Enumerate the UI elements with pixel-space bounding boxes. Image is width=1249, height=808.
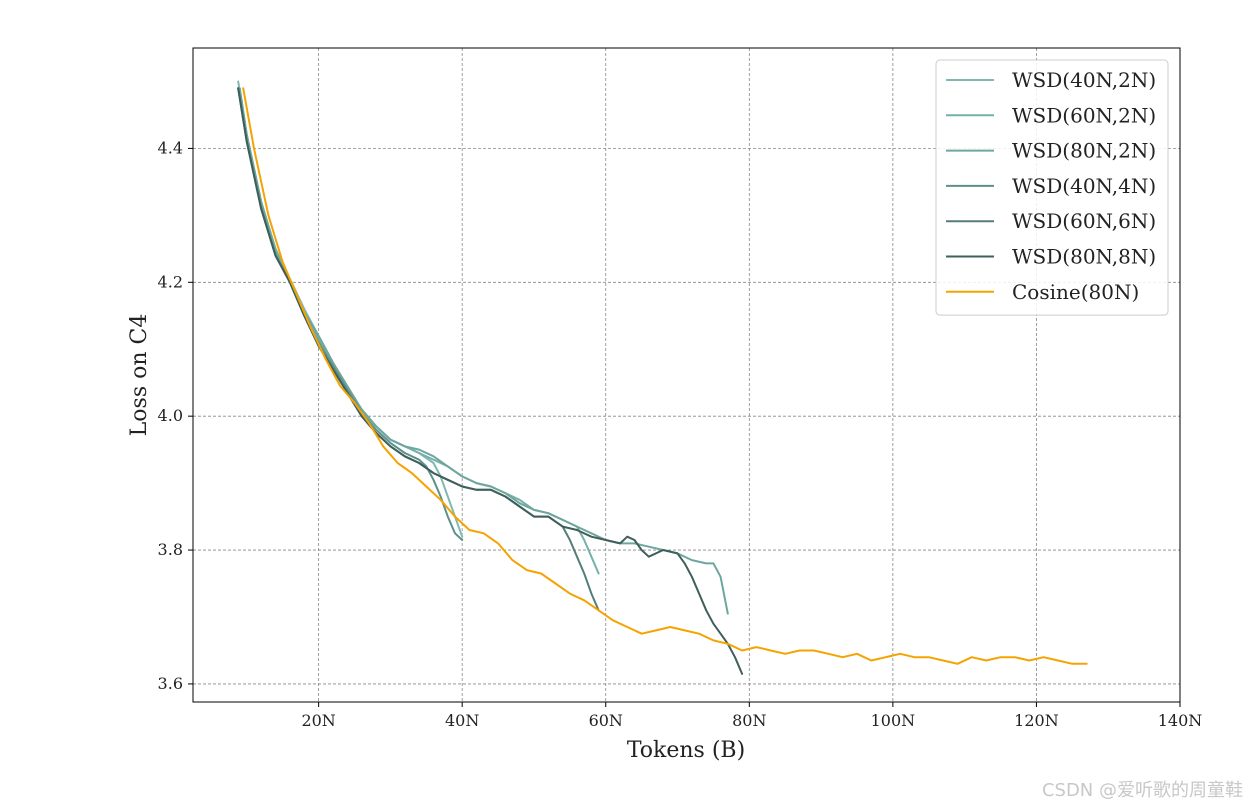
series-line-1 <box>238 87 600 575</box>
series-line-6 <box>242 87 1088 665</box>
series-line-3 <box>237 87 464 541</box>
x-tick-label: 100N <box>871 711 916 730</box>
legend-label: WSD(60N,6N) <box>1012 209 1156 233</box>
plot-frame <box>192 47 1181 703</box>
legend-label: Cosine(80N) <box>1012 280 1139 304</box>
y-axis-title: Loss on C4 <box>127 314 152 437</box>
series-line-2 <box>238 87 729 615</box>
y-tick-label: 4.2 <box>158 272 183 291</box>
watermark: CSDN @爱听歌的周童鞋 <box>1041 780 1243 801</box>
series-line-5 <box>237 87 744 675</box>
legend-label: WSD(60N,2N) <box>1012 103 1156 127</box>
legend-label: WSD(80N,2N) <box>1012 139 1156 163</box>
series-line-0 <box>237 80 464 538</box>
x-tick-label: 40N <box>445 711 479 730</box>
y-tick-label: 3.8 <box>158 540 183 559</box>
x-tick-label: 80N <box>732 711 766 730</box>
legend: WSD(40N,2N) WSD(60N,2N) WSD(80N,2N) WSD(40N… <box>935 59 1169 316</box>
series-line-4 <box>237 87 600 612</box>
x-tick-label: 140N <box>1158 711 1203 730</box>
x-tick-label: 20N <box>301 711 335 730</box>
x-axis-title: Tokens (B) <box>627 738 745 763</box>
y-axis-ticks: 3.6 3.8 4.0 4.2 4.4 <box>158 138 193 693</box>
y-tick-label: 4.4 <box>158 138 183 157</box>
legend-label: WSD(40N,4N) <box>1012 174 1156 198</box>
legend-label: WSD(40N,2N) <box>1012 68 1156 92</box>
y-tick-label: 3.6 <box>158 674 183 693</box>
y-tick-label: 4.0 <box>158 406 183 425</box>
legend-label: WSD(80N,8N) <box>1012 245 1156 269</box>
legend-box <box>935 59 1169 316</box>
x-axis-ticks: 20N 40N 60N 80N 100N 120N 140N <box>301 702 1202 730</box>
x-tick-label: 120N <box>1014 711 1059 730</box>
x-tick-label: 60N <box>589 711 623 730</box>
series-lines <box>237 80 1088 675</box>
